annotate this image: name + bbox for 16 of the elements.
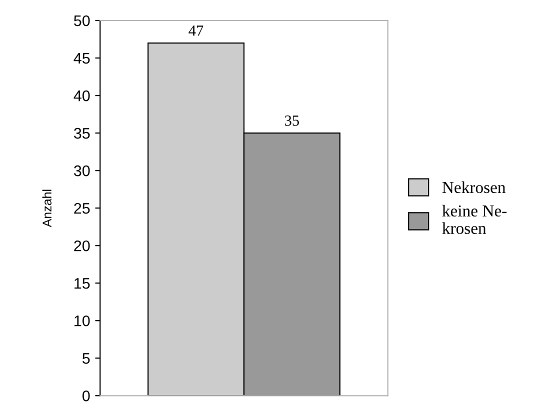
y-tick-label: 40 — [74, 90, 90, 102]
y-tick-label: 5 — [82, 353, 90, 364]
y-tick-label: 15 — [74, 278, 90, 289]
data-label: 35 — [285, 116, 299, 126]
data-label: 47 — [188, 26, 204, 36]
y-tick-label: 25 — [74, 202, 90, 214]
y-tick-label: 0 — [82, 390, 90, 402]
legend-label: Nekrosen — [442, 181, 506, 194]
y-tick-label: 45 — [74, 53, 90, 64]
legend-label: keine Ne- krosen — [442, 204, 507, 234]
y-tick-label: 10 — [74, 315, 90, 326]
y-tick-label: 50 — [74, 15, 90, 26]
y-axis-title: Anzahl — [42, 190, 52, 228]
y-tick-label: 35 — [74, 128, 90, 139]
y-tick-label: 30 — [74, 165, 90, 176]
y-tick-label: 20 — [74, 240, 90, 252]
